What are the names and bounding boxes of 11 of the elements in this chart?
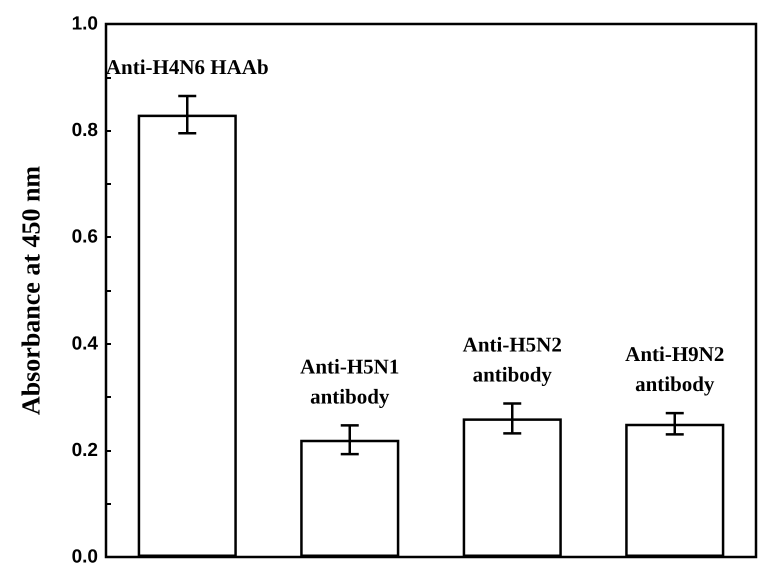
annotation: Anti-H9N2 antibody bbox=[625, 342, 724, 396]
y-tick-label: 0.2 bbox=[72, 440, 98, 461]
annotation: Anti-H5N1 antibody bbox=[300, 354, 400, 408]
annotation: Anti-H4N6 HAAb bbox=[106, 54, 269, 79]
annotation: Anti-H5N2 antibody bbox=[462, 332, 562, 386]
y-tick-label: 1.0 bbox=[72, 14, 98, 34]
y-tick-label: 0.0 bbox=[72, 546, 98, 568]
y-tick-label: 0.6 bbox=[72, 226, 98, 248]
y-axis-title: Absorbance at 450 nm bbox=[16, 166, 46, 416]
y-tick-label: 0.8 bbox=[72, 120, 98, 142]
y-tick-label: 0.4 bbox=[72, 333, 98, 354]
